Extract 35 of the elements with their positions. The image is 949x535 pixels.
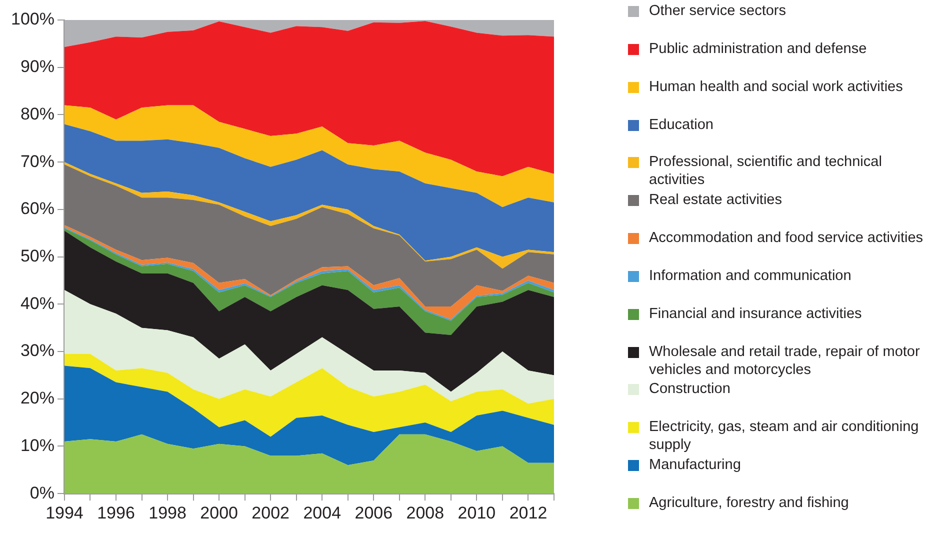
legend-label: Other service sectors bbox=[649, 2, 786, 20]
x-tick-label: 1998 bbox=[148, 503, 186, 522]
legend-label: Wholesale and retail trade, repair of motor vehicles and motorcycles bbox=[649, 342, 921, 379]
legend-label: Financial and insurance activities bbox=[649, 304, 862, 323]
y-tick-label: 20% bbox=[20, 388, 54, 408]
legend-label: Real estate activities bbox=[649, 191, 782, 210]
y-tick-label: 0% bbox=[30, 483, 54, 502]
y-tick-label: 70% bbox=[20, 152, 54, 171]
y-tick-label: 80% bbox=[20, 104, 54, 124]
legend-label: Construction bbox=[649, 380, 730, 398]
x-tick-label: 2000 bbox=[200, 503, 238, 522]
x-tick-label: 2004 bbox=[303, 503, 342, 522]
legend-label: Agriculture, forestry and fishing bbox=[649, 494, 849, 512]
legend-label: Accommodation and food service activities bbox=[649, 229, 924, 248]
legend-label: Manufacturing bbox=[649, 456, 741, 474]
legend-label: Public administration and defense bbox=[649, 40, 867, 58]
x-tick-label: 1996 bbox=[97, 503, 135, 522]
y-tick-label: 10% bbox=[20, 436, 54, 455]
x-tick-label: 2010 bbox=[458, 503, 496, 522]
y-tick-label: 30% bbox=[20, 341, 54, 360]
x-tick-label: 1994 bbox=[46, 503, 84, 522]
y-tick-label: 50% bbox=[20, 246, 54, 266]
legend-label: Education bbox=[649, 116, 714, 134]
x-tick-label: 2012 bbox=[509, 503, 548, 522]
x-tick-label: 2006 bbox=[354, 503, 393, 522]
y-tick-label: 40% bbox=[20, 294, 54, 313]
legend-label: Human health and social work activities bbox=[649, 78, 903, 96]
legend-label: Information and communication bbox=[649, 266, 852, 285]
y-tick-label: 60% bbox=[20, 199, 54, 218]
legend-label: Professional, scientific and technical activities bbox=[649, 153, 883, 190]
y-tick-label: 90% bbox=[20, 57, 54, 76]
x-tick-label: 2008 bbox=[406, 503, 444, 522]
y-tick-label: 100% bbox=[10, 10, 54, 29]
legend-label: Electricity, gas, steam and air conditioning supply bbox=[649, 418, 920, 454]
x-tick-label: 2002 bbox=[252, 503, 290, 522]
